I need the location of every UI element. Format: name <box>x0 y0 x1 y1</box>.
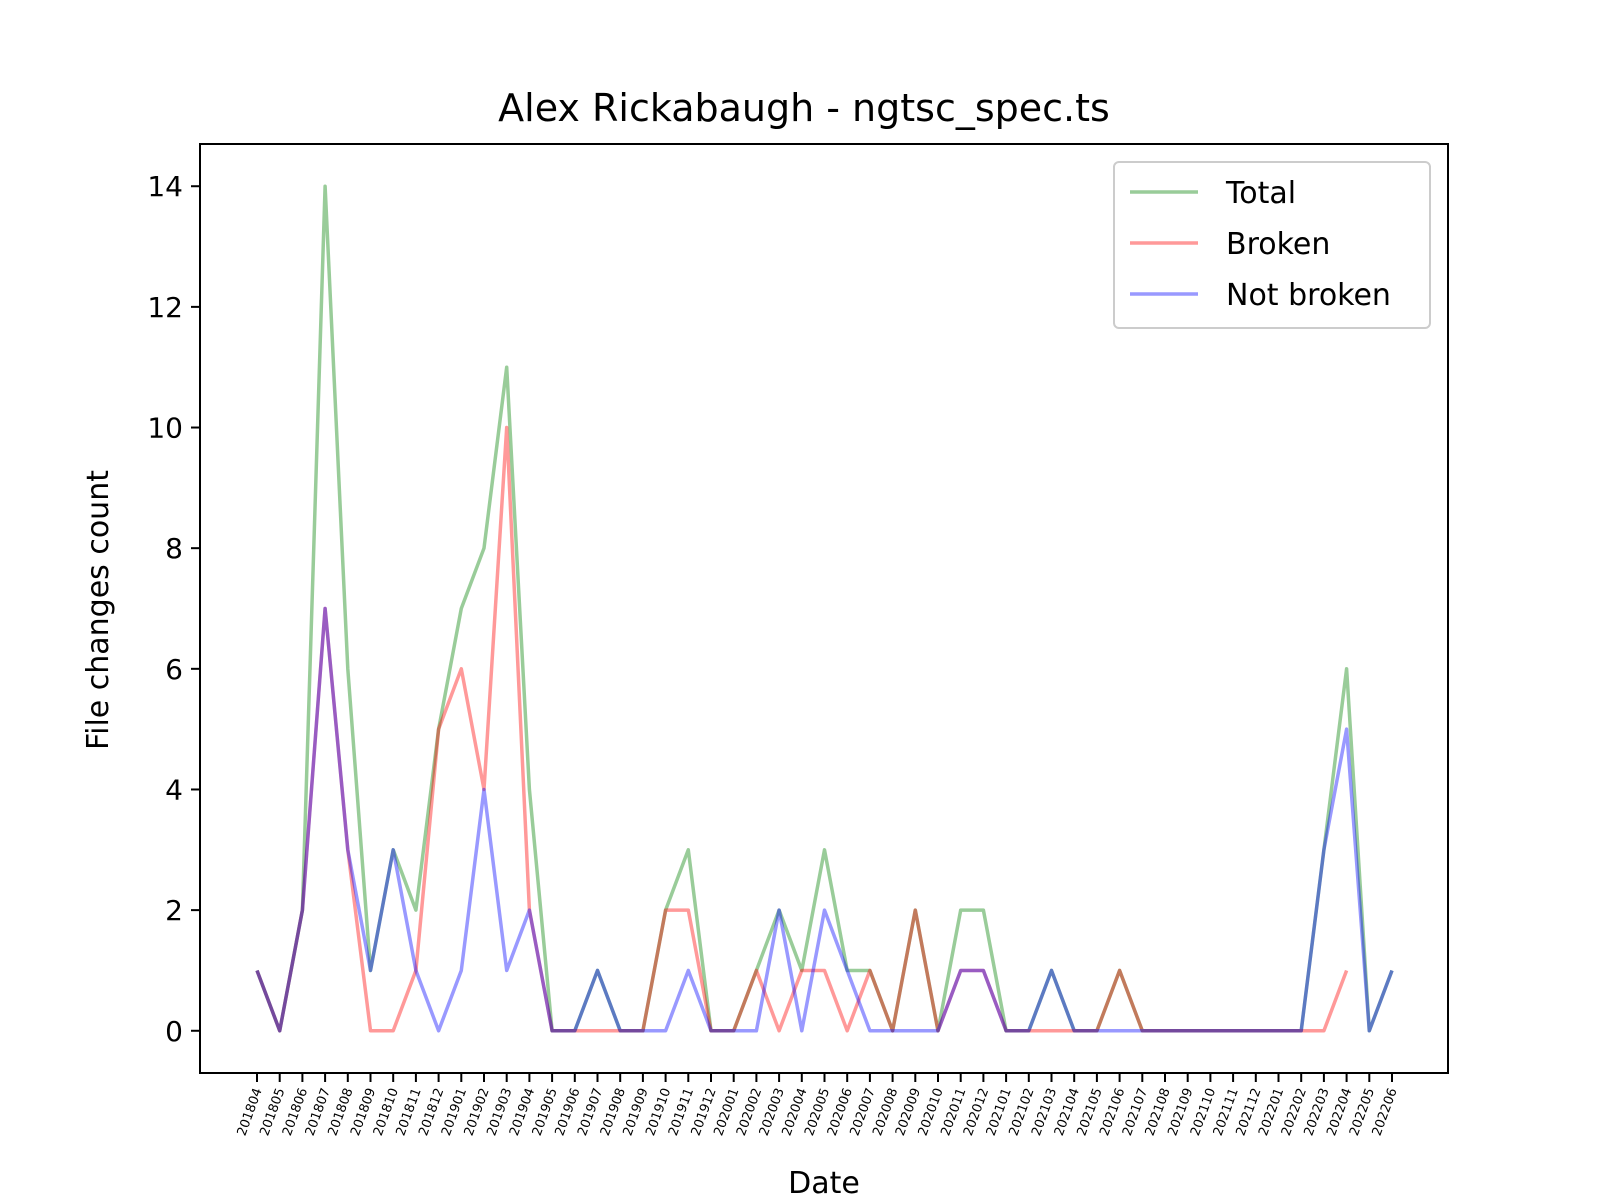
y-tick-label: 4 <box>165 773 183 806</box>
legend-label-0: Total <box>1225 176 1296 211</box>
legend-frame <box>1113 161 1431 329</box>
y-tick-label: 14 <box>147 170 183 203</box>
chart-title: Alex Rickabaugh - ngtsc_spec.ts <box>498 86 1110 130</box>
series-lines <box>255 184 1394 1033</box>
y-tick-label: 8 <box>165 532 183 565</box>
legend: Total Broken Not broken <box>1113 161 1431 329</box>
y-tick-label: 12 <box>147 291 183 324</box>
series-line-2 <box>255 606 1394 1033</box>
y-tick-label: 0 <box>165 1015 183 1048</box>
legend-label-1: Broken <box>1226 227 1330 262</box>
y-tick-label: 10 <box>147 412 183 445</box>
y-axis: 0 2 4 6 8 10 12 14 <box>147 170 200 1048</box>
y-tick-label: 2 <box>165 894 183 927</box>
series-line-0 <box>255 184 1394 1033</box>
series-line-1 <box>255 425 1349 1033</box>
y-tick-label: 6 <box>165 653 183 686</box>
y-axis-label: File changes count <box>81 470 116 750</box>
legend-label-2: Not broken <box>1226 278 1391 313</box>
x-axis: 2018042018052018062018072018082018092018… <box>235 1073 1401 1138</box>
x-axis-label: Date <box>788 1166 860 1200</box>
